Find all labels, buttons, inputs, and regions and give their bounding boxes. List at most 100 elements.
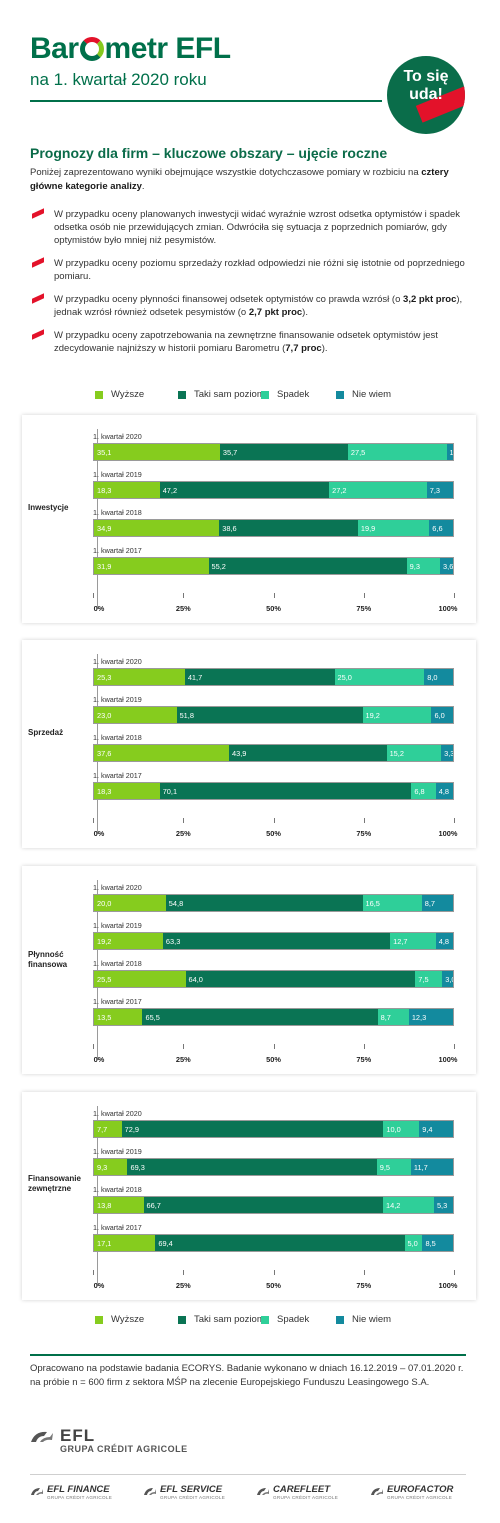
ca-logo-icon — [257, 1488, 269, 1495]
legend-label: Nie wiem — [352, 389, 392, 400]
bullet-text: ). — [302, 307, 308, 318]
bar-segment: 35,1 — [94, 444, 220, 460]
stacked-bar: 17,1 69,4 5,0 8,5 — [93, 1234, 454, 1252]
x-tick-label: 75% — [356, 1055, 372, 1064]
x-tick — [363, 818, 365, 823]
partner-group: GRUPA CRÉDIT AGRICOLE — [160, 1495, 226, 1500]
x-tick-label: 0% — [93, 1055, 105, 1064]
x-tick — [454, 1270, 455, 1275]
bar-segment: 3,6 — [440, 558, 453, 574]
badge-line2: uda! — [409, 86, 443, 103]
legend-label: Nie wiem — [352, 1314, 392, 1325]
bar-segment: 31,9 — [94, 558, 209, 574]
legend-swatch — [95, 390, 103, 399]
chart-legend-bottom: Wyższe Taki sam poziom Spadek Nie wiem — [0, 1314, 500, 1328]
x-tick-label: 75% — [356, 1281, 372, 1290]
intro-bold: cztery główne kategorie analizy — [30, 167, 449, 192]
x-tick — [93, 1044, 94, 1049]
x-tick-label: 0% — [93, 604, 105, 613]
row-label: 1. kwartał 2018 — [93, 508, 142, 517]
x-tick-label: 100% — [438, 829, 458, 838]
bar-segment: 12,7 — [390, 933, 436, 949]
bar-segment: 15,2 — [386, 745, 442, 761]
footer-note: Opracowano na podstawie badania ECORYS. … — [30, 1363, 464, 1388]
bullet-mark-icon — [32, 329, 44, 340]
x-tick — [273, 1270, 275, 1275]
bullet-mark-icon — [32, 293, 44, 304]
bar-segment: 69,3 — [127, 1159, 377, 1175]
legend-swatch — [261, 1315, 269, 1324]
row-label: 1. kwartał 2018 — [93, 733, 142, 742]
bar-segment: 3,0 — [442, 971, 453, 987]
bar-segment: 13,8 — [94, 1197, 144, 1213]
badge-line1: To się — [403, 68, 449, 85]
stacked-bar: 34,9 38,6 19,9 6,6 — [93, 519, 454, 537]
legend-label: Wyższe — [111, 389, 145, 400]
x-tick — [183, 818, 185, 823]
brand-logo: Bar metr EFL — [30, 32, 231, 66]
section-title: Prognozy dla firm – kluczowe obszary – u… — [30, 145, 388, 161]
legend-label: Taki sam poziom — [194, 389, 265, 400]
stacked-bar: 23,0 51,8 19,2 6,0 — [93, 706, 454, 724]
row-label: 1. kwartał 2017 — [93, 546, 142, 555]
legend-item: Taki sam poziom — [178, 1314, 265, 1325]
stacked-bar: 35,135,727,51,8 — [93, 443, 454, 461]
bullet-list: W przypadku oceny planowanych inwestycji… — [30, 208, 470, 355]
legend-swatch — [261, 390, 269, 399]
bar-segment: 27,2 — [329, 482, 427, 498]
stacked-bar: 18,3 70,1 6,8 4,8 — [93, 782, 454, 800]
bar-segment: 38,6 — [219, 520, 358, 536]
bar-segment: 35,7 — [219, 444, 348, 460]
row-label: 1. kwartał 2019 — [93, 470, 142, 479]
x-tick — [93, 593, 94, 598]
ca-logo-icon — [31, 1431, 53, 1442]
bar-segment: 64,0 — [185, 971, 416, 987]
bar-segment: 7,3 — [426, 482, 453, 498]
title-divider — [30, 100, 382, 102]
row-label: 1. kwartał 2018 — [93, 1185, 142, 1194]
bar-segment: 20,0 — [94, 895, 166, 911]
x-tick — [454, 593, 455, 598]
row-label: 1. kwartał 2019 — [93, 1147, 142, 1156]
row-label: 1. kwartał 2020 — [93, 432, 142, 441]
row-label: 1. kwartał 2018 — [93, 959, 142, 968]
bar-segment: 5,3 — [433, 1197, 453, 1213]
row-label: 1. kwartał 2020 — [93, 883, 142, 892]
bar-segment: 3,3 — [441, 745, 453, 761]
legend-swatch — [336, 390, 344, 399]
x-tick — [454, 1044, 455, 1049]
brand-text-end: metr EFL — [104, 32, 232, 65]
partner-group: GRUPA CRÉDIT AGRICOLE — [47, 1495, 113, 1500]
x-tick — [183, 1270, 185, 1275]
stacked-bar: 31,9 55,2 9,3 3,6 — [93, 557, 454, 575]
bar-segment: 7,7 — [94, 1121, 122, 1137]
x-tick — [183, 1044, 185, 1049]
row-label: 1. kwartał 2017 — [93, 1223, 142, 1232]
partner-group: GRUPA CRÉDIT AGRICOLE — [387, 1495, 453, 1500]
bar-segment: 55,2 — [208, 558, 407, 574]
x-tick — [454, 818, 455, 823]
bullet-text: W przypadku oceny planowanych inwestycji… — [54, 209, 461, 246]
bar-segment: 17,1 — [94, 1235, 156, 1251]
bar-segment: 19,9 — [357, 520, 430, 536]
x-tick — [363, 1270, 365, 1275]
bar-segment: 25,3 — [94, 669, 185, 685]
bar-segment: 27,5 — [347, 444, 447, 460]
x-tick-label: 50% — [266, 604, 281, 613]
x-tick — [183, 593, 185, 598]
bar-segment: 54,8 — [165, 895, 363, 911]
chart-legend-top: Wyższe Taki sam poziom Spadek Nie wiem — [0, 389, 500, 403]
bar-segment: 69,4 — [155, 1235, 405, 1251]
legend-item: Spadek — [261, 1314, 309, 1325]
partner-group: GRUPA CRÉDIT AGRICOLE — [273, 1495, 339, 1500]
x-tick — [93, 818, 94, 823]
bar-segment: 9,4 — [419, 1121, 453, 1137]
x-tick-label: 75% — [356, 604, 372, 613]
bar-segment: 72,9 — [121, 1121, 384, 1137]
footer-divider — [30, 1354, 466, 1356]
bar-segment: 8,0 — [424, 669, 453, 685]
chart-panel: Sprzedaż 1. kwartał 2020 25,3 41,7 25,0 8,0 1.… — [22, 640, 476, 848]
x-tick — [273, 1044, 275, 1049]
bullet-item: W przypadku oceny poziomu sprzedaży rozk… — [30, 257, 470, 283]
bar-segment: 6,8 — [411, 783, 436, 799]
